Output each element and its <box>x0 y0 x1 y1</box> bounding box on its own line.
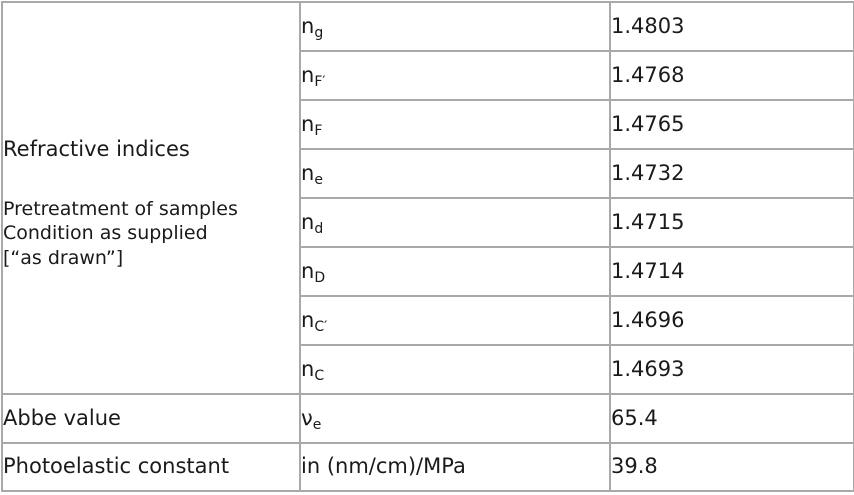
symbol-base: n <box>301 356 315 381</box>
symbol-base: n <box>301 258 315 283</box>
value-cell: 1.4765 <box>609 99 854 150</box>
symbol-subscript: d <box>314 220 324 237</box>
table-row: nD 1.4714 <box>2 246 854 297</box>
symbol-base: n <box>301 62 315 87</box>
symbol-cell: ne <box>299 148 611 199</box>
symbol-cell: nF <box>299 99 611 150</box>
value-cell: 1.4768 <box>609 50 854 101</box>
table-row: nC 1.4693 <box>2 344 854 395</box>
symbol-subscript: g <box>314 24 324 41</box>
abbe-value-label: Abbe value <box>1 393 301 444</box>
pretreatment-note: Pretreatment of samples Condition as sup… <box>3 197 299 269</box>
table-row: nF 1.4765 <box>2 99 854 150</box>
value-cell: 65.4 <box>609 393 854 444</box>
refractive-indices-label: Refractive indices <box>3 137 190 162</box>
value-cell: 1.4696 <box>609 295 854 346</box>
symbol-cell: nC′ <box>299 295 611 346</box>
symbol-cell: nF′ <box>299 50 611 101</box>
symbol-subscript: e <box>312 416 322 433</box>
value-cell: 1.4803 <box>609 1 854 52</box>
value-cell: 39.8 <box>609 442 854 492</box>
symbol-cell: nd <box>299 197 611 248</box>
symbol-base: ν <box>301 405 313 430</box>
symbol-cell: nC <box>299 344 611 395</box>
symbol-subscript: D <box>314 269 326 286</box>
symbol-cell: ng <box>299 1 611 52</box>
value-cell: 1.4693 <box>609 344 854 395</box>
table-row: nF′ 1.4768 <box>2 50 854 101</box>
value-cell: 1.4732 <box>609 148 854 199</box>
table-row: ne 1.4732 <box>2 148 854 199</box>
table-row: nd 1.4715 <box>2 197 854 248</box>
unit-cell: in (nm/cm)/MPa <box>299 442 611 492</box>
pretreatment-line: Pretreatment of samples <box>3 198 238 221</box>
table-row: Photoelastic constant in (nm/cm)/MPa 39.… <box>1 442 854 492</box>
symbol-cell: nD <box>299 246 611 297</box>
symbol-base: n <box>301 209 315 234</box>
symbol-base: n <box>301 13 315 38</box>
symbol-subscript: F <box>314 122 323 139</box>
table-row: nC′ 1.4696 <box>2 295 854 346</box>
value-cell: 1.4714 <box>609 246 854 297</box>
symbol-base: n <box>301 307 315 332</box>
table-row: Refractive indices Pretreatment of sampl… <box>1 1 854 395</box>
table-row: Abbe value νe 65.4 <box>1 393 854 444</box>
symbol-subscript: e <box>314 171 323 188</box>
value-cell: 1.4715 <box>609 197 854 248</box>
symbol-subscript: C <box>314 367 325 384</box>
symbol-subscript: F′ <box>314 73 326 90</box>
symbol-base: n <box>301 111 315 136</box>
refractive-indices-cell: Refractive indices Pretreatment of sampl… <box>1 1 301 395</box>
pretreatment-line: Condition as supplied <box>3 222 208 245</box>
photoelastic-label: Photoelastic constant <box>1 442 301 492</box>
symbol-cell: νe <box>299 393 611 444</box>
symbol-subscript: C′ <box>314 318 328 335</box>
symbol-base: n <box>301 160 315 185</box>
pretreatment-line: [“as drawn”] <box>3 246 124 269</box>
